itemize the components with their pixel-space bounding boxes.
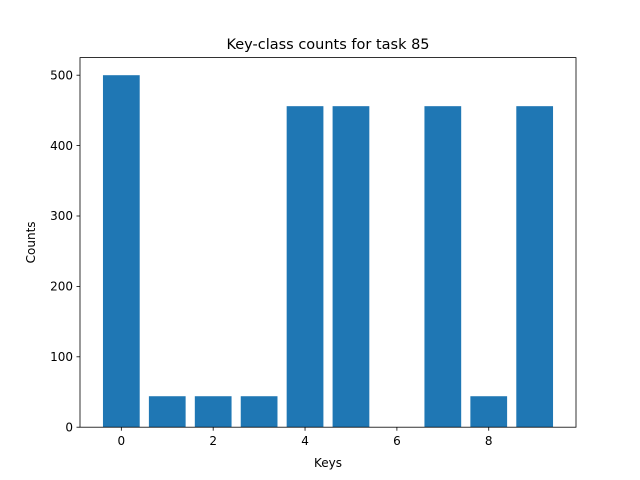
y-tick-label: 300 bbox=[50, 209, 73, 223]
x-tick-label: 0 bbox=[118, 434, 126, 448]
x-tick-label: 4 bbox=[301, 434, 309, 448]
y-tick-label: 200 bbox=[50, 280, 73, 294]
x-axis-label: Keys bbox=[314, 456, 342, 470]
y-ticks-group: 0 100 200 300 400 500 bbox=[50, 68, 80, 434]
x-ticks-group: 0 2 4 6 8 bbox=[118, 427, 493, 448]
bar-key-5 bbox=[332, 106, 370, 428]
plot-frame bbox=[79, 57, 577, 428]
bar-key-4 bbox=[286, 106, 324, 428]
bars-group bbox=[102, 75, 554, 428]
bar-key-3 bbox=[240, 396, 278, 428]
bar-key-2 bbox=[194, 396, 232, 428]
y-tick-label: 500 bbox=[50, 68, 73, 82]
x-tick-label: 2 bbox=[209, 434, 217, 448]
x-tick-label: 6 bbox=[393, 434, 401, 448]
x-tick-label: 8 bbox=[485, 434, 493, 448]
chart-title: Key-class counts for task 85 bbox=[226, 37, 429, 53]
bar-key-9 bbox=[516, 106, 554, 428]
y-tick-label: 100 bbox=[50, 350, 73, 364]
bar-key-0 bbox=[102, 75, 140, 428]
bar-key-1 bbox=[148, 396, 186, 428]
y-tick-label: 0 bbox=[65, 420, 73, 434]
y-axis-label: Counts bbox=[24, 221, 38, 263]
bar-key-8 bbox=[470, 396, 508, 428]
y-tick-label: 400 bbox=[50, 139, 73, 153]
bar-key-7 bbox=[424, 106, 462, 428]
